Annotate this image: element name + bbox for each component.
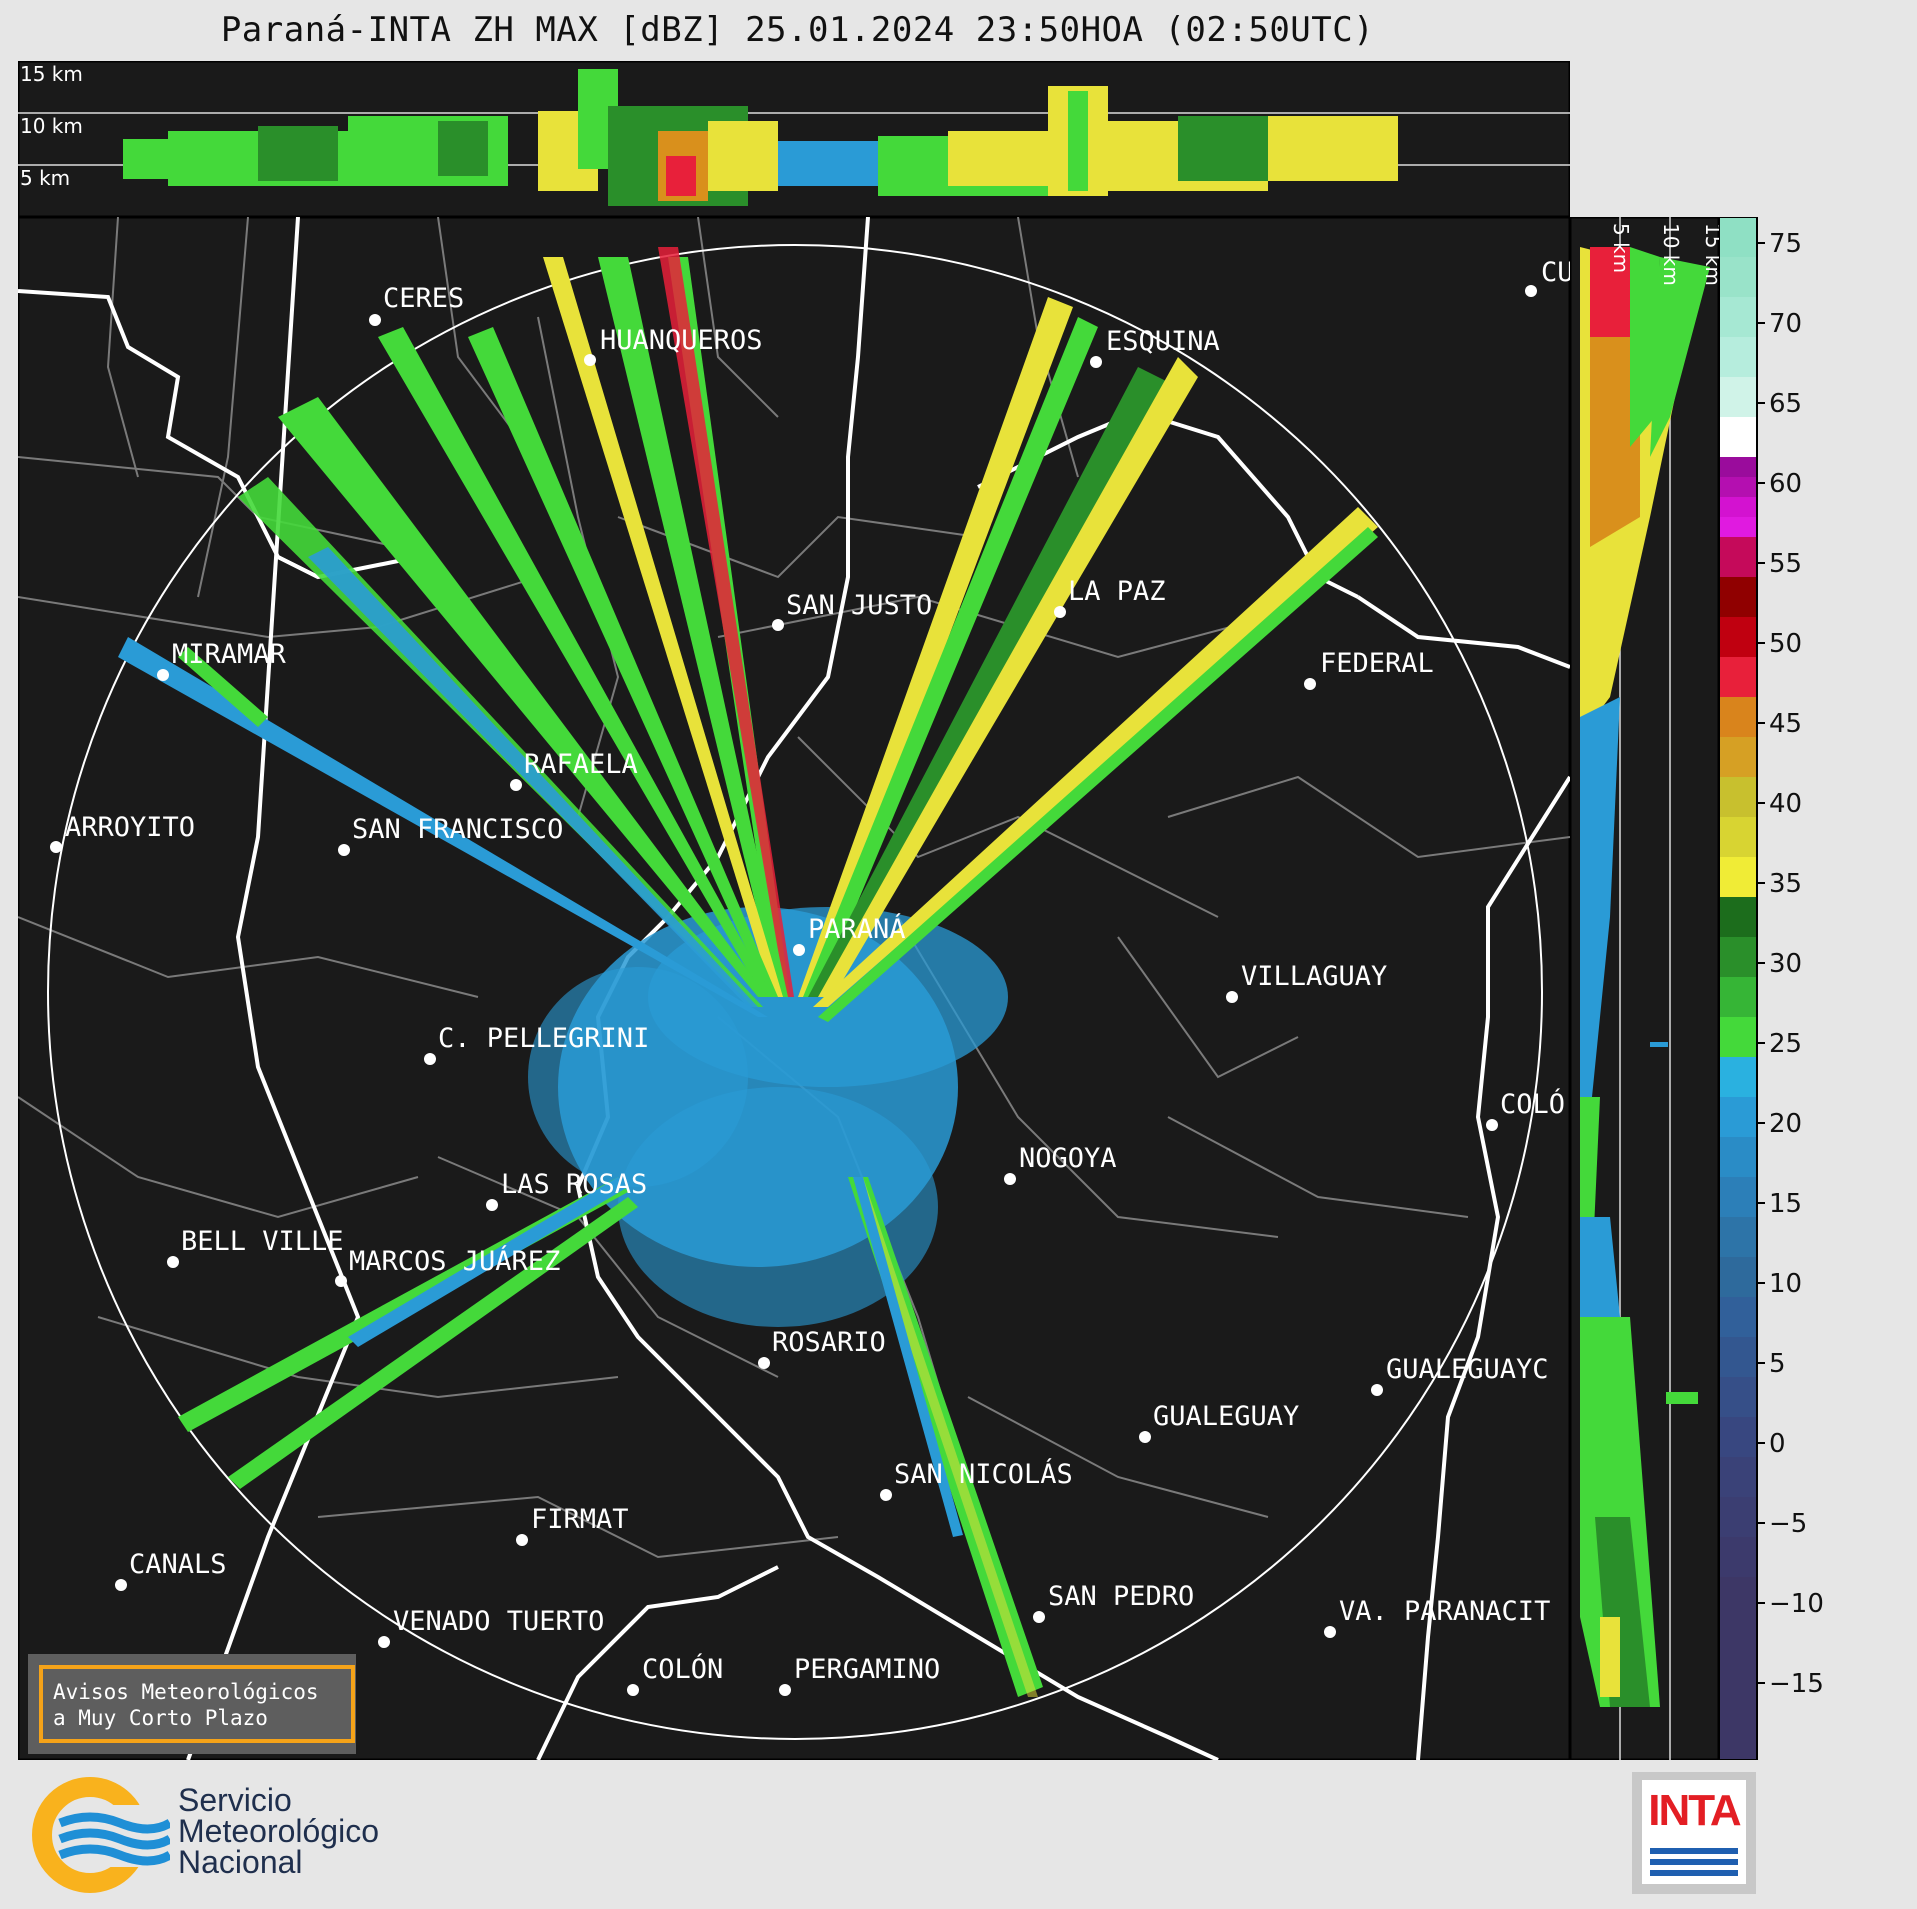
colorbar-ticks xyxy=(1757,242,1765,1684)
colorbar-tick-label: 30 xyxy=(1769,949,1802,979)
top-echo-band xyxy=(123,69,1398,206)
city-label: LAS ROSAS xyxy=(501,1169,647,1200)
city-label: FIRMAT xyxy=(531,1504,629,1535)
top-cross-section-panel: 15 km 10 km 5 km xyxy=(18,61,1570,217)
city-label: PERGAMINO xyxy=(794,1654,940,1685)
city-label: BELL VILLE xyxy=(181,1226,344,1257)
inta-stripes-icon xyxy=(1650,1848,1738,1876)
colorbar-tick-label: 15 xyxy=(1769,1189,1802,1219)
city-label: NOGOYA xyxy=(1019,1143,1117,1174)
city-label: ROSARIO xyxy=(772,1327,886,1358)
top-altitude-15km-label: 15 km xyxy=(20,62,83,86)
city-label: ESQUINA xyxy=(1106,326,1220,357)
city-label: CERES xyxy=(383,283,464,314)
colorbar-tick-label: 45 xyxy=(1769,709,1802,739)
city-label: VILLAGUAY xyxy=(1241,961,1387,992)
city-label: MARCOS JUÁREZ xyxy=(349,1245,560,1277)
inta-logo: INTA xyxy=(1632,1772,1756,1894)
notice-line-2: a Muy Corto Plazo xyxy=(53,1706,268,1730)
city-label: GUALEGUAY xyxy=(1153,1401,1299,1432)
side-altitude-15km-label: 15 km xyxy=(1701,223,1719,286)
colorbar-tick-label: 70 xyxy=(1769,309,1802,339)
top-altitude-5km-label: 5 km xyxy=(20,166,70,190)
colorbar-tick-label: 20 xyxy=(1769,1109,1802,1139)
smn-line-1: Servicio xyxy=(178,1782,292,1818)
side-cross-section-panel: 5 km 10 km 15 km xyxy=(1570,217,1719,1760)
colorbar-tick-labels: 75 70 65 60 55 50 45 40 35 30 25 20 15 1… xyxy=(1769,229,1824,1699)
city-label: ARROYITO xyxy=(65,812,195,843)
colorbar-tick-label: 50 xyxy=(1769,629,1802,659)
side-altitude-5km-label: 5 km xyxy=(1609,223,1633,273)
city-label: LA PAZ xyxy=(1068,576,1166,607)
city-label: MIRAMAR xyxy=(172,639,287,670)
smn-line-3: Nacional xyxy=(178,1844,303,1880)
radar-map: CERES HUANQUEROS ESQUINA CU SAN JUSTO LA… xyxy=(18,217,1570,1760)
city-label: SAN JUSTO xyxy=(786,590,932,621)
colorbar-tick-label: 5 xyxy=(1769,1349,1786,1379)
city-markers xyxy=(50,285,1537,1696)
city-label: GUALEGUAYC xyxy=(1386,1354,1549,1385)
city-label: CANALS xyxy=(129,1549,227,1580)
colorbar-tick-label: 25 xyxy=(1769,1029,1802,1059)
chart-title: Paraná-INTA ZH MAX [dBZ] 25.01.2024 23:5… xyxy=(220,10,1375,50)
smn-line-2: Meteorológico xyxy=(178,1813,379,1849)
city-label: PARANÁ xyxy=(808,913,906,945)
smn-logo-icon xyxy=(32,1777,170,1893)
colorbar-tick-label: 65 xyxy=(1769,389,1802,419)
top-altitude-10km-label: 10 km xyxy=(20,114,83,138)
inta-logo-text: INTA xyxy=(1648,1786,1741,1835)
colorbar-tick-label: −5 xyxy=(1769,1509,1807,1539)
city-label: COLÓ xyxy=(1500,1088,1565,1120)
colorbar-tick-label: 0 xyxy=(1769,1429,1786,1459)
city-label: VENADO TUERTO xyxy=(393,1606,604,1637)
city-label: C. PELLEGRINI xyxy=(438,1023,649,1054)
colorbar-tick-label: 10 xyxy=(1769,1269,1802,1299)
colorbar-tick-label: −15 xyxy=(1769,1669,1824,1699)
city-labels: CERES HUANQUEROS ESQUINA CU SAN JUSTO LA… xyxy=(65,257,1570,1685)
side-altitude-10km-label: 10 km xyxy=(1659,223,1683,286)
colorbar-tick-label: 75 xyxy=(1769,229,1802,259)
city-label: VA. PARANACIT xyxy=(1339,1596,1550,1627)
range-ring xyxy=(47,244,1543,1740)
city-label: COLÓN xyxy=(642,1653,723,1685)
colorbar-tick-label: 60 xyxy=(1769,469,1802,499)
city-label: HUANQUEROS xyxy=(600,325,763,356)
city-label: SAN PEDRO xyxy=(1048,1581,1194,1612)
side-echo-band xyxy=(1580,247,1710,1707)
colorbar-tick-label: 35 xyxy=(1769,869,1802,899)
city-label: CU xyxy=(1541,257,1570,288)
short-term-warnings-box: Avisos Meteorológicos a Muy Corto Plazo xyxy=(28,1654,356,1754)
radar-echoes xyxy=(118,247,1378,1697)
notice-line-1: Avisos Meteorológicos xyxy=(53,1680,319,1704)
short-term-warnings-label: Avisos Meteorológicos a Muy Corto Plazo xyxy=(39,1665,355,1743)
city-label: FEDERAL xyxy=(1320,648,1434,679)
colorbar-tick-label: 40 xyxy=(1769,789,1802,819)
colorbar-tick-label: −10 xyxy=(1769,1589,1824,1619)
city-label: SAN NICOLÁS xyxy=(894,1458,1073,1490)
colorbar-tick-label: 55 xyxy=(1769,549,1802,579)
dbz-colorbar: 75 70 65 60 55 50 45 40 35 30 25 20 15 1… xyxy=(1719,217,1824,1760)
colorbar-segments xyxy=(1719,217,1757,1760)
city-label: SAN FRANCISCO xyxy=(352,814,563,845)
city-label: RAFAELA xyxy=(524,749,638,780)
smn-wordmark: Servicio Meteorológico Nacional xyxy=(178,1782,379,1880)
